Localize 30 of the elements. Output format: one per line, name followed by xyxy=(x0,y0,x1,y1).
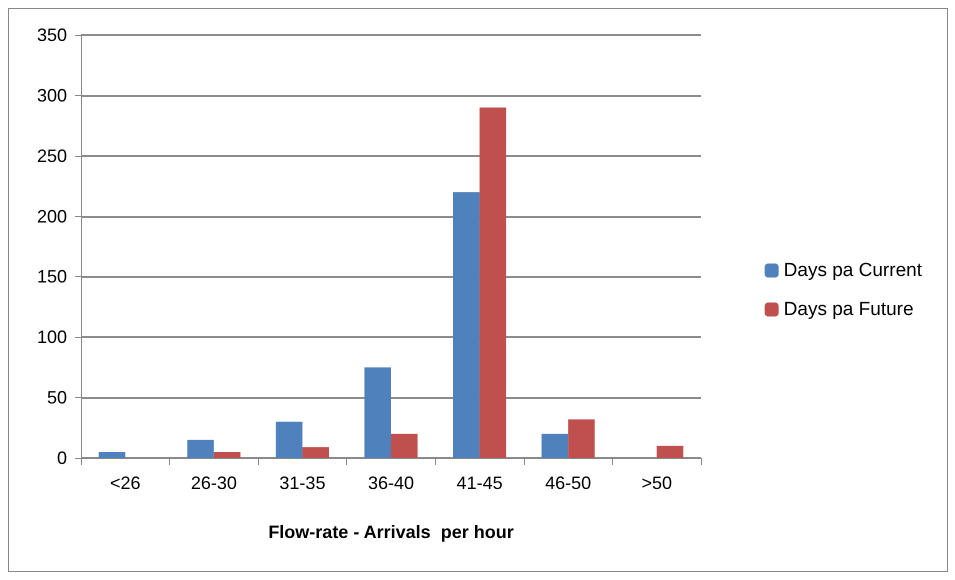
x-tick-label: 46-50 xyxy=(545,473,592,493)
bar xyxy=(542,434,568,458)
x-tick-label: 36-40 xyxy=(368,473,414,493)
bar xyxy=(391,434,418,458)
bar xyxy=(214,452,240,458)
bar xyxy=(187,440,214,458)
y-tick-label: 50 xyxy=(46,388,67,408)
bar xyxy=(276,422,302,458)
x-axis-title: Flow-rate - Arrivals per hour xyxy=(268,522,514,542)
y-tick-label: 200 xyxy=(36,206,67,226)
bar xyxy=(656,446,684,458)
y-tick-label: 300 xyxy=(36,85,67,106)
x-tick-label: >50 xyxy=(641,473,672,493)
y-tick-label: 0 xyxy=(56,448,67,468)
x-tick-label: 41-45 xyxy=(456,473,503,493)
y-tick-label: 100 xyxy=(36,327,67,348)
bar xyxy=(568,419,595,458)
legend-label: Days pa Future xyxy=(784,299,914,320)
y-tick-label: 250 xyxy=(36,146,67,166)
bar xyxy=(453,192,480,458)
x-tick-label: 31-35 xyxy=(279,473,326,493)
legend-label: Days pa Current xyxy=(784,260,923,281)
bar xyxy=(480,108,506,458)
bar xyxy=(302,447,329,458)
x-tick-label: <26 xyxy=(110,473,141,493)
bar xyxy=(98,452,126,458)
bar xyxy=(364,367,391,458)
y-tick-label: 350 xyxy=(36,25,67,45)
y-tick-label: 150 xyxy=(36,266,67,287)
x-tick-label: 26-30 xyxy=(190,473,237,493)
